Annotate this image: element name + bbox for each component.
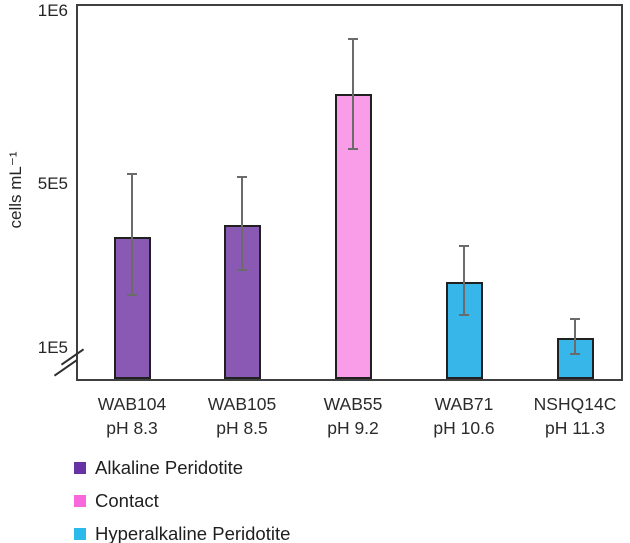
- error-bar-cap: [127, 173, 137, 175]
- error-bar-cap: [459, 314, 469, 316]
- sample-ph: pH 9.2: [327, 418, 379, 438]
- y-tick-label: 1E6: [37, 1, 68, 20]
- error-bar: [352, 39, 354, 149]
- legend-swatch: [74, 494, 86, 507]
- error-bar-cap: [127, 294, 137, 296]
- error-bar: [463, 246, 465, 315]
- error-bar-cap: [570, 318, 580, 320]
- sample-ph: pH 10.6: [433, 418, 495, 438]
- plot-area: [76, 4, 623, 381]
- y-tick-label: 1E5: [37, 338, 68, 357]
- sample-ph: pH 11.3: [544, 418, 605, 438]
- legend-label: Contact: [95, 490, 159, 511]
- error-bar-cap: [237, 176, 247, 178]
- legend-label: Alkaline Peridotite: [95, 457, 244, 478]
- x-category-label: NSHQ14C pH 11.3: [534, 392, 617, 440]
- x-category-label: WAB105 pH 8.5: [208, 392, 276, 440]
- sample-name: WAB71: [434, 394, 494, 414]
- bar-nshq14c: [557, 338, 594, 379]
- legend-item: Contact: [74, 489, 290, 512]
- sample-name: WAB105: [207, 394, 277, 414]
- sample-name: WAB104: [97, 394, 167, 414]
- legend-swatch: [74, 461, 86, 474]
- sample-name: NSHQ14C: [533, 394, 617, 414]
- error-bar-cap: [237, 269, 247, 271]
- x-category-label: WAB104 pH 8.3: [98, 392, 166, 440]
- error-bar-cap: [348, 38, 358, 40]
- sample-ph: pH 8.3: [106, 418, 158, 438]
- y-tick-label: 5E5: [37, 174, 68, 193]
- legend-item: Alkaline Peridotite: [74, 456, 290, 479]
- legend: Alkaline Peridotite Contact Hyperalkaline …: [74, 456, 290, 543]
- legend-item: Hyperalkaline Peridotite: [74, 522, 290, 543]
- x-category-label: WAB55 pH 9.2: [324, 392, 383, 440]
- error-bar-cap: [570, 353, 580, 355]
- error-bar: [131, 174, 133, 295]
- legend-swatch: [74, 527, 86, 540]
- error-bar-cap: [459, 245, 469, 247]
- error-bar-cap: [348, 148, 358, 150]
- x-category-label: WAB71 pH 10.6: [433, 392, 494, 440]
- legend-label: Hyperalkaline Peridotite: [95, 523, 291, 543]
- error-bar: [574, 319, 576, 354]
- error-bar: [241, 177, 243, 270]
- bar-wab71: [446, 282, 483, 379]
- sample-name: WAB55: [323, 394, 383, 414]
- sample-ph: pH 8.5: [216, 418, 268, 438]
